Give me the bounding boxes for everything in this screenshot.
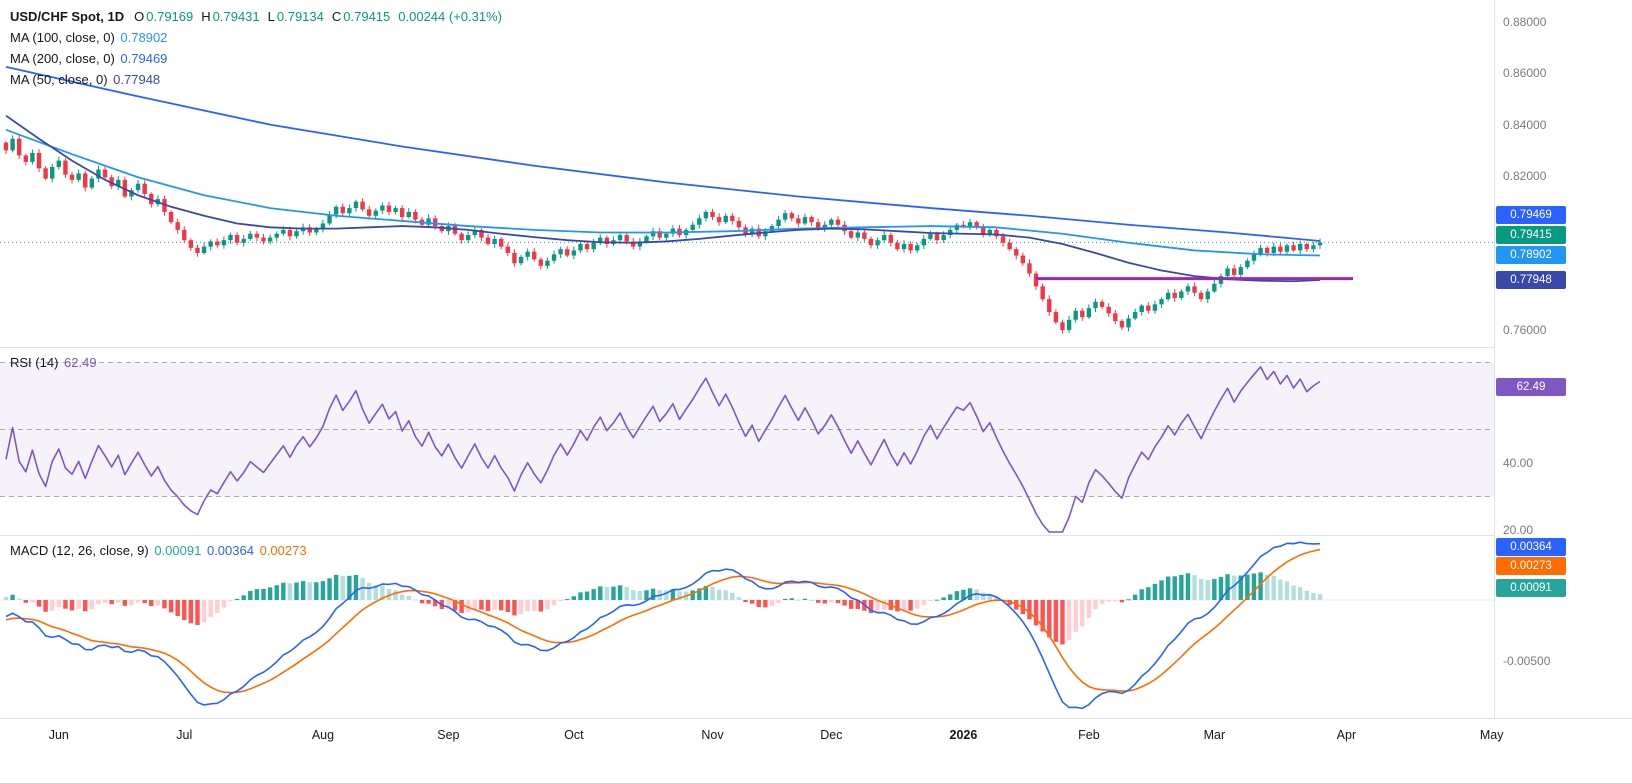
macd-hist-value: 0.00091	[154, 543, 202, 558]
symbol-legend-row[interactable]: USD/CHF Spot, 1D O 0.79169 H 0.79431 L 0.79134…	[10, 6, 502, 27]
rsi-legend-row[interactable]: RSI (14) 62.49	[10, 352, 97, 373]
time-axis-label: Aug	[311, 728, 335, 742]
axis-price-label: 0.76000	[1503, 323, 1547, 337]
signal-axis-badge: 0.00273	[1496, 557, 1566, 576]
macd-histogram	[3, 572, 1323, 645]
ma100-value: 0.78902	[120, 30, 168, 45]
time-axis-label: Sep	[437, 728, 460, 742]
macd-legend: MACD (12, 26, close, 9) 0.00091 0.00364 …	[10, 540, 307, 561]
rsi-value: 62.49	[64, 355, 97, 370]
time-axis-label: Feb	[1078, 728, 1100, 742]
time-axis-label: Dec	[820, 728, 843, 742]
open-label: O	[134, 9, 145, 24]
rsi-line[interactable]	[5, 366, 1321, 533]
close-label: C	[331, 9, 342, 24]
time-axis-label: Jul	[176, 728, 193, 742]
pane-separator[interactable]	[0, 535, 1632, 536]
time-axis-label: Apr	[1336, 728, 1357, 742]
ma-100-line[interactable]	[5, 128, 1321, 257]
macd-label: MACD (12, 26, close, 9)	[10, 543, 149, 558]
time-axis-label: Jun	[48, 728, 69, 742]
ma100-label: MA (100, close, 0)	[10, 30, 115, 45]
candlestick-series	[3, 135, 1323, 334]
axis-price-label: 0.86000	[1503, 66, 1547, 81]
ma50-label: MA (50, close, 0)	[10, 72, 108, 87]
price-scale[interactable]: 0.88000 0.86000 0.84000 0.82000 0.76000 40.00…	[1495, 0, 1632, 718]
rsi-label: RSI (14)	[10, 355, 59, 370]
ma100-axis-badge: 0.78902	[1496, 246, 1566, 264]
macd-axis-badge: 0.00364	[1496, 538, 1566, 557]
low-label: L	[267, 9, 275, 24]
change-value: 0.00244 (+0.31%)	[398, 9, 502, 24]
time-axis-label: Nov	[701, 728, 724, 742]
macd-pane-canvas[interactable]	[0, 535, 1494, 718]
axis-separator	[1494, 0, 1495, 783]
low-value: 0.79134	[276, 9, 324, 24]
hist-axis-badge: 0.00091	[1496, 579, 1566, 598]
axis-price-label: -0.00500	[1503, 654, 1551, 668]
price-legend: USD/CHF Spot, 1D O 0.79169 H 0.79431 L 0.79134…	[10, 6, 502, 90]
macd-signal-value: 0.00273	[259, 543, 307, 558]
axis-price-label: 0.84000	[1503, 117, 1547, 132]
pane-separator[interactable]	[0, 718, 1632, 719]
last-price-axis-badge: 0.79415	[1496, 226, 1566, 244]
rsi-pane-canvas[interactable]	[0, 347, 1494, 535]
high-label: H	[201, 9, 211, 24]
ma200-axis-badge: 0.79469	[1496, 206, 1566, 224]
pane-separator[interactable]	[0, 347, 1632, 348]
macd-line[interactable]	[5, 541, 1321, 710]
macd-signal-line[interactable]	[5, 548, 1321, 694]
ma100-legend-row[interactable]: MA (100, close, 0) 0.78902	[10, 27, 502, 48]
ma50-value: 0.77948	[113, 72, 161, 87]
ma200-label: MA (200, close, 0)	[10, 51, 115, 66]
ma-50-line[interactable]	[5, 114, 1321, 283]
axis-price-label: 20.00	[1503, 523, 1534, 537]
axis-price-label: 0.88000	[1503, 15, 1547, 29]
axis-price-label: 40.00	[1503, 456, 1534, 470]
time-axis-label: May	[1479, 728, 1504, 742]
ma-200-line[interactable]	[5, 66, 1321, 242]
high-value: 0.79431	[212, 9, 260, 24]
macd-line-value: 0.00364	[206, 543, 254, 558]
axis-price-label: 0.82000	[1503, 169, 1547, 183]
price-pane-canvas[interactable]	[0, 0, 1494, 347]
ma200-legend-row[interactable]: MA (200, close, 0) 0.79469	[10, 48, 502, 69]
ma50-axis-badge: 0.77948	[1496, 270, 1566, 289]
time-axis-label: Mar	[1203, 728, 1226, 742]
macd-legend-row[interactable]: MACD (12, 26, close, 9) 0.00091 0.00364 …	[10, 540, 307, 561]
ma50-legend-row[interactable]: MA (50, close, 0) 0.77948	[10, 69, 502, 90]
rsi-legend: RSI (14) 62.49	[10, 352, 97, 373]
time-axis-label: 2026	[949, 728, 978, 742]
close-value: 0.79415	[343, 9, 391, 24]
ma200-value: 0.79469	[120, 51, 168, 66]
time-axis-label: Oct	[564, 728, 584, 742]
time-scale[interactable]: Jun Jul Aug Sep Oct Nov Dec 2026 Feb Mar Apr May	[0, 719, 1632, 783]
rsi-axis-badge: 62.49	[1496, 378, 1566, 397]
symbol-title: USD/CHF Spot, 1D	[10, 9, 125, 24]
open-value: 0.79169	[146, 9, 194, 24]
